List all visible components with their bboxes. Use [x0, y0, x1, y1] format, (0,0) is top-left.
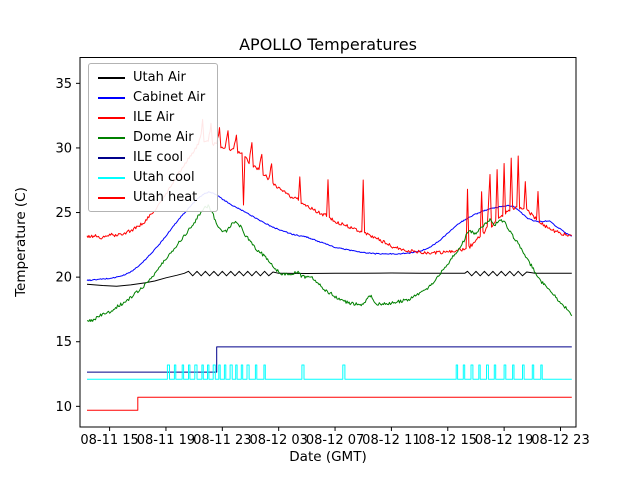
x-tick-label: 08-12 23 [531, 433, 589, 448]
legend-label: ILE cool [133, 150, 184, 165]
y-tick-label: 25 [55, 206, 72, 221]
series-dome-air [86, 204, 573, 322]
legend-item-ile-cool: ILE cool [98, 151, 205, 164]
x-tick-label: 08-12 11 [362, 433, 420, 448]
legend-line-swatch [98, 196, 125, 199]
y-tick-label: 35 [55, 77, 72, 92]
x-tick-label: 08-12 03 [249, 433, 307, 448]
legend-label: Utah cool [133, 170, 195, 185]
legend-label: Utah Air [133, 70, 186, 85]
legend-label: Cabinet Air [133, 90, 206, 105]
legend-label: ILE Air [133, 110, 175, 125]
legend-line-swatch [98, 116, 125, 119]
x-tick-label: 08-12 19 [475, 433, 533, 448]
chart-title: APOLLO Temperatures [239, 35, 417, 54]
y-tick-label: 10 [55, 400, 72, 415]
series-utah-heat [87, 396, 572, 411]
legend-item-utah-cool: Utah cool [98, 171, 205, 184]
legend-label: Utah heat [133, 190, 198, 205]
x-tick-label: 08-12 07 [306, 433, 364, 448]
legend-label: Dome Air [133, 130, 194, 145]
x-tick-label: 08-12 15 [419, 433, 477, 448]
x-axis-label: Date (GMT) [289, 449, 367, 465]
legend-item-utah-heat: Utah heat [98, 191, 205, 204]
y-axis-label: Temperature (C) [13, 187, 29, 297]
legend-line-swatch [98, 76, 125, 79]
legend-line-swatch [98, 136, 125, 139]
legend-item-dome-air: Dome Air [98, 131, 205, 144]
y-tick-label: 30 [55, 141, 72, 156]
series-utah-cool [87, 364, 572, 380]
series-ile-cool [87, 346, 572, 373]
axes-frame [79, 57, 577, 428]
x-tick-label: 08-11 19 [137, 433, 195, 448]
y-tick-label: 15 [55, 335, 72, 350]
legend: Utah Air Cabinet Air ILE Air Dome Air IL… [88, 63, 219, 212]
x-tick-label: 08-11 23 [193, 433, 251, 448]
x-tick-label: 08-11 15 [80, 433, 138, 448]
series-utah-air [86, 270, 572, 287]
y-tick-label: 20 [55, 271, 72, 286]
legend-line-swatch [98, 176, 125, 179]
legend-item-ile-air: ILE Air [98, 111, 205, 124]
legend-line-swatch [98, 156, 125, 159]
legend-line-swatch [98, 96, 125, 99]
legend-item-cabinet-air: Cabinet Air [98, 91, 205, 104]
legend-item-utah-air: Utah Air [98, 71, 205, 84]
